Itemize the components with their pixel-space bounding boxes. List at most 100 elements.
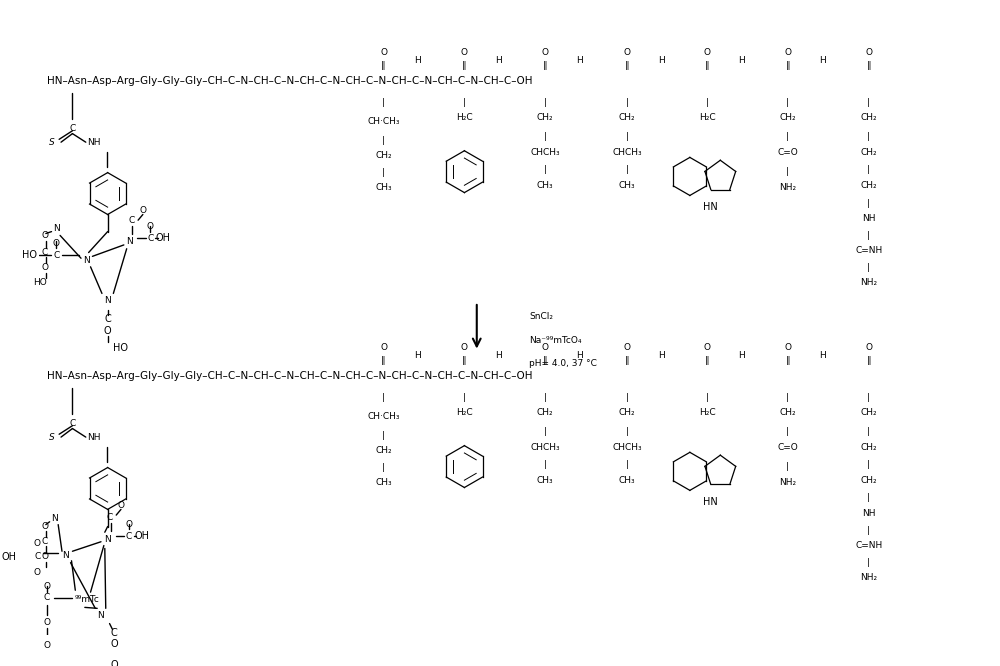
Text: CH·CH₃: CH·CH₃ <box>367 117 400 126</box>
Text: |: | <box>867 132 870 141</box>
Text: O: O <box>784 343 791 352</box>
Text: |: | <box>544 165 547 174</box>
Text: CH₃: CH₃ <box>619 181 635 190</box>
Text: H: H <box>658 56 665 65</box>
Text: N: N <box>104 535 111 544</box>
Text: C: C <box>69 125 76 133</box>
Text: O: O <box>125 520 132 529</box>
Text: C=NH: C=NH <box>855 246 882 255</box>
Text: CH₂: CH₂ <box>860 408 877 417</box>
Text: |: | <box>382 136 385 145</box>
Text: CH·CH₃: CH·CH₃ <box>367 412 400 421</box>
Text: H: H <box>495 56 502 65</box>
Text: CH₂: CH₂ <box>780 408 796 417</box>
Text: O: O <box>41 263 48 272</box>
Text: |: | <box>867 263 870 272</box>
Text: SnCl₂: SnCl₂ <box>529 312 553 321</box>
Text: OH: OH <box>134 531 149 541</box>
Text: |: | <box>382 431 385 440</box>
Text: |: | <box>626 460 629 469</box>
Text: pH= 4.0, 37 °C: pH= 4.0, 37 °C <box>529 360 597 368</box>
Text: HO: HO <box>113 343 128 353</box>
Text: H: H <box>495 351 502 360</box>
Text: |: | <box>867 558 870 567</box>
Text: CH₂: CH₂ <box>619 113 635 122</box>
Text: CH₂: CH₂ <box>619 408 635 417</box>
Text: |: | <box>544 393 547 402</box>
Text: |: | <box>867 460 870 469</box>
Text: |: | <box>544 132 547 141</box>
Text: NH: NH <box>87 433 100 442</box>
Text: CHCH₃: CHCH₃ <box>530 148 560 157</box>
Text: O: O <box>542 343 549 352</box>
Text: O: O <box>110 661 118 666</box>
Text: ‖: ‖ <box>625 61 629 70</box>
Text: |: | <box>786 462 789 471</box>
Text: H: H <box>576 56 583 65</box>
Text: ‖: ‖ <box>786 61 790 70</box>
Text: O: O <box>865 48 872 57</box>
Text: ‖: ‖ <box>543 356 548 364</box>
Text: O: O <box>624 48 631 57</box>
Text: S: S <box>49 138 54 147</box>
Text: ‖: ‖ <box>543 61 548 70</box>
Text: O: O <box>703 343 710 352</box>
Text: CH₂: CH₂ <box>860 443 877 452</box>
Text: N: N <box>98 611 104 621</box>
Text: N: N <box>126 236 133 246</box>
Text: O: O <box>43 618 50 627</box>
Text: OH: OH <box>155 233 170 243</box>
Text: O: O <box>865 343 872 352</box>
Text: OH: OH <box>1 552 16 562</box>
Text: ‖: ‖ <box>381 61 386 70</box>
Text: |: | <box>867 393 870 402</box>
Text: N: N <box>83 256 90 264</box>
Text: HO: HO <box>22 250 37 260</box>
Text: CHCH₃: CHCH₃ <box>612 443 642 452</box>
Text: |: | <box>544 427 547 436</box>
Text: NH₂: NH₂ <box>779 183 796 192</box>
Text: H₂C: H₂C <box>699 408 715 417</box>
Text: C=O: C=O <box>777 443 798 452</box>
Text: NH: NH <box>87 138 100 147</box>
Text: S: S <box>49 433 54 442</box>
Text: CH₂: CH₂ <box>375 446 392 455</box>
Text: ‖: ‖ <box>705 356 709 364</box>
Text: N: N <box>104 296 111 304</box>
Text: O: O <box>33 567 40 577</box>
Text: CH₃: CH₃ <box>537 476 554 486</box>
Text: O: O <box>380 343 387 352</box>
Text: CH₂: CH₂ <box>860 113 877 122</box>
Text: |: | <box>626 98 629 107</box>
Text: ‖: ‖ <box>866 61 871 70</box>
Text: |: | <box>382 98 385 107</box>
Text: ‖: ‖ <box>705 61 709 70</box>
Text: HN–Asn–Asp–Arg–Gly–Gly–Gly–CH–C–N–CH–C–N–CH–C–N–CH–C–N–CH–C–N–CH–C–N–CH–C–OH: HN–Asn–Asp–Arg–Gly–Gly–Gly–CH–C–N–CH–C–N… <box>47 371 532 381</box>
Text: CH₃: CH₃ <box>537 181 554 190</box>
Text: C: C <box>111 628 118 638</box>
Text: O: O <box>139 206 146 215</box>
Text: N: N <box>62 551 69 559</box>
Text: CH₃: CH₃ <box>375 478 392 488</box>
Text: O: O <box>461 48 468 57</box>
Text: H: H <box>819 351 825 360</box>
Text: O: O <box>542 48 549 57</box>
Text: HN–Asn–Asp–Arg–Gly–Gly–Gly–CH–C–N–CH–C–N–CH–C–N–CH–C–N–CH–C–N–CH–C–N–CH–C–OH: HN–Asn–Asp–Arg–Gly–Gly–Gly–CH–C–N–CH–C–N… <box>47 77 532 87</box>
Text: O: O <box>624 343 631 352</box>
Text: |: | <box>867 427 870 436</box>
Text: O: O <box>117 501 124 510</box>
Text: CH₂: CH₂ <box>537 113 554 122</box>
Text: HO: HO <box>33 278 47 288</box>
Text: H: H <box>414 351 421 360</box>
Text: O: O <box>41 231 48 240</box>
Text: NH₂: NH₂ <box>860 573 877 582</box>
Text: |: | <box>626 165 629 174</box>
Text: |: | <box>626 132 629 141</box>
Text: C: C <box>147 234 154 243</box>
Text: O: O <box>380 48 387 57</box>
Text: |: | <box>867 526 870 535</box>
Text: CHCH₃: CHCH₃ <box>530 443 560 452</box>
Text: |: | <box>867 198 870 208</box>
Text: |: | <box>786 427 789 436</box>
Text: H: H <box>738 56 745 65</box>
